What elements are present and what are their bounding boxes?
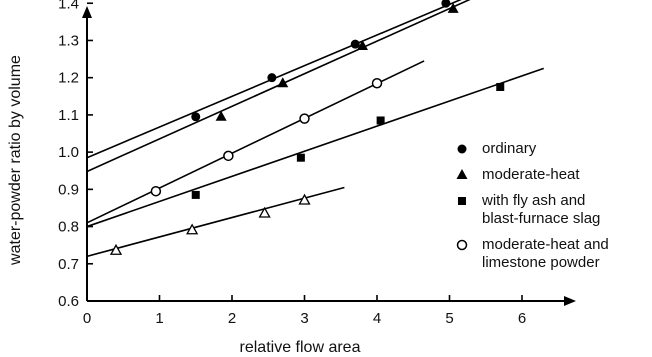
legend-marker-1 — [456, 169, 468, 179]
x-tick-label: 4 — [373, 310, 381, 327]
legend-marker-2 — [458, 197, 466, 205]
series-2-point — [191, 190, 200, 199]
x-tick-label: 6 — [518, 310, 526, 327]
series-3-point — [299, 113, 310, 124]
y-tick-label: 0.9 — [58, 181, 79, 198]
series-2-point — [376, 116, 385, 125]
x-axis-title: relative flow area — [240, 339, 361, 356]
y-tick-label: 0.6 — [58, 293, 79, 310]
tick-labels: 0 1 2 3 4 5 6 0.6 0.7 0.8 0.9 1.0 1.1 1.2 1.3 1.4 — [58, 0, 526, 327]
legend-label-2: blast-furnace slag — [482, 210, 600, 227]
y-axis-title: water-powder ratio by volume — [7, 55, 24, 266]
x-tick-label: 3 — [300, 310, 308, 327]
legend: ordinary moderate-heat with fly ash andbla… — [456, 140, 609, 271]
series-0-fit-line — [86, 0, 462, 159]
y-tick-label: 1.4 — [58, 0, 79, 12]
x-axis-arrow — [564, 296, 576, 306]
x-tick-label: 1 — [155, 310, 163, 327]
series-1-point — [357, 40, 368, 51]
x-tick-label: 0 — [83, 310, 91, 327]
y-tick-label: 0.7 — [58, 256, 79, 273]
series-1-point — [277, 77, 289, 88]
fit-lines — [86, 0, 545, 258]
series-3-point — [223, 150, 234, 162]
series-1-point — [215, 110, 227, 121]
series-3-fit-line — [86, 60, 425, 224]
series-2-fit-line — [86, 67, 545, 228]
x-tick-label: 5 — [445, 310, 453, 327]
series-1-point — [447, 2, 459, 13]
series-4-point — [109, 243, 123, 255]
data-markers — [109, 0, 505, 255]
x-tick-label: 2 — [228, 310, 236, 327]
series-4-point — [298, 193, 311, 205]
series-4-point — [186, 223, 199, 235]
series-0-point — [267, 73, 277, 83]
series-4-fit-line — [86, 186, 345, 258]
y-axis-arrow — [82, 6, 92, 18]
y-tick-label: 1.1 — [58, 107, 79, 124]
y-tick-label: 1.0 — [58, 144, 79, 161]
series-4-point — [258, 206, 271, 218]
legend-marker-0 — [457, 144, 467, 154]
legend-label-3: limestone powder — [482, 254, 600, 271]
legend-label-1: moderate-heat — [482, 166, 580, 183]
series-0-point — [350, 39, 360, 49]
y-tick-label: 1.2 — [58, 70, 79, 87]
legend-label-0: ordinary — [482, 140, 537, 157]
y-tick-label: 0.8 — [58, 219, 79, 236]
legend-marker-3 — [456, 239, 468, 251]
y-tick-label: 1.3 — [58, 32, 79, 49]
series-0-point — [441, 0, 451, 8]
series-3-point — [150, 185, 162, 197]
series-3-point — [371, 78, 383, 89]
series-2-point — [296, 153, 305, 162]
legend-label-3: moderate-heat and — [482, 236, 609, 253]
series-0-point — [191, 112, 201, 122]
series-2-point — [496, 82, 505, 91]
legend-label-2: with fly ash and — [481, 192, 585, 209]
